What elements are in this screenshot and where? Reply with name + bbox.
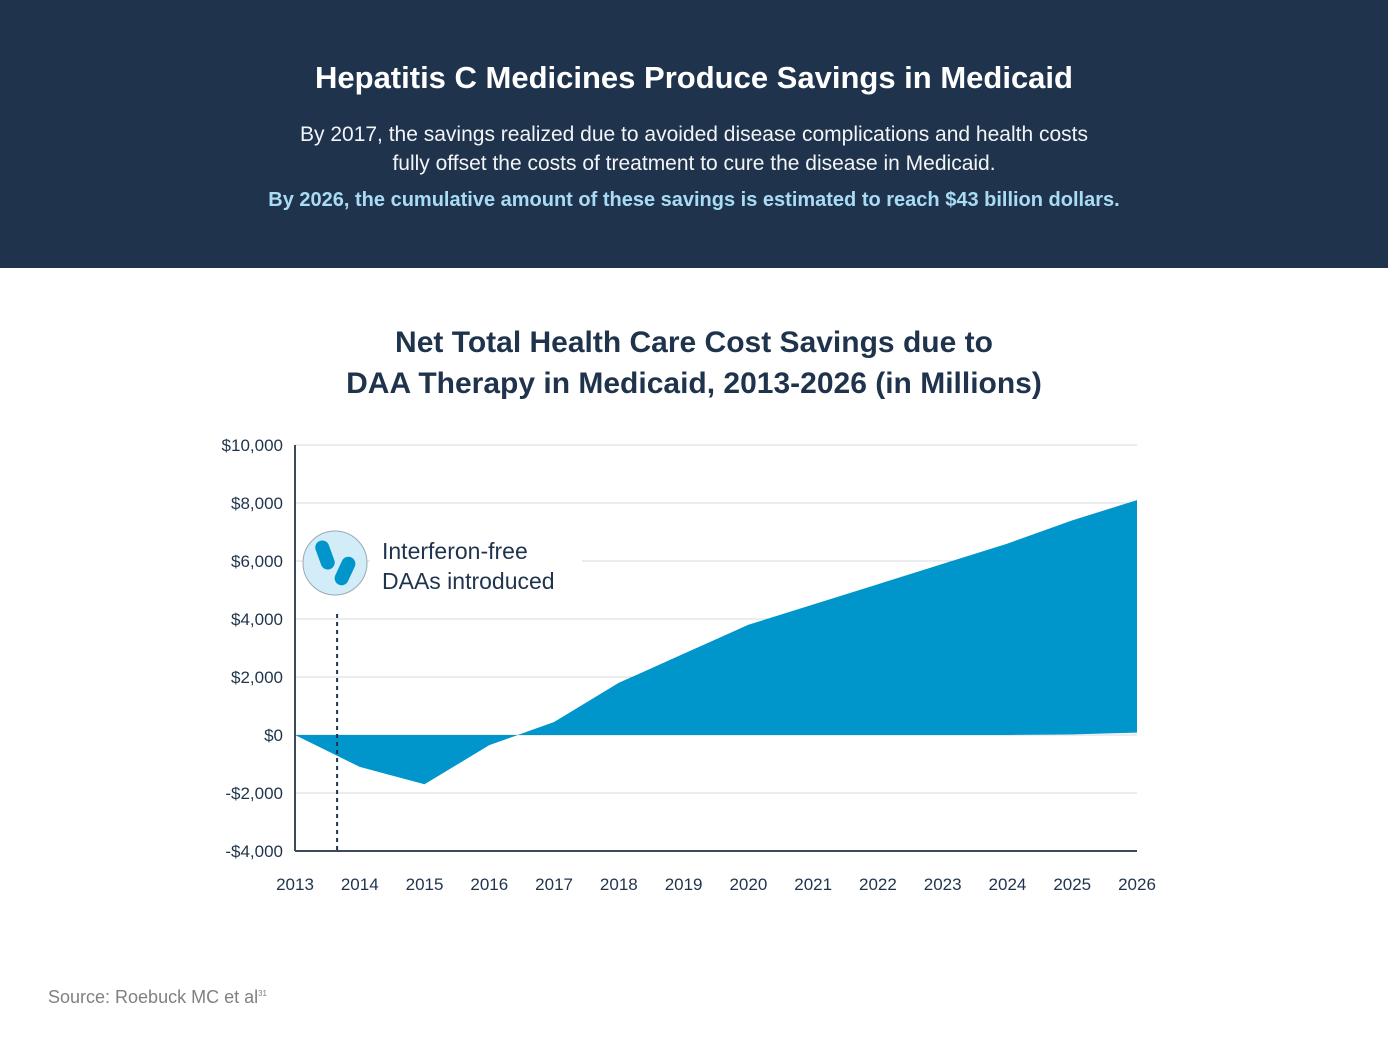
annotation-label-line2: DAAs introduced [382,568,555,594]
x-tick-label: 2023 [924,875,962,894]
x-tick-label: 2017 [535,875,573,894]
y-tick-label: $6,000 [231,552,283,571]
header-subtitle-line2: fully offset the costs of treatment to c… [392,152,996,175]
x-tick-label: 2022 [859,875,897,894]
source-superscript: 31 [258,989,267,998]
x-tick-label: 2024 [989,875,1027,894]
header-title: Hepatitis C Medicines Produce Savings in… [315,60,1073,95]
chart-title-line2: DAA Therapy in Medicaid, 2013-2026 (in M… [346,367,1042,400]
source-text: Source: Roebuck MC et al [48,987,259,1007]
chart-title: Net Total Health Care Cost Savings due t… [0,322,1388,404]
x-tick-label: 2018 [600,875,638,894]
x-tick-label: 2026 [1118,875,1156,894]
pill-shape [315,540,335,570]
x-tick-label: 2020 [729,875,767,894]
pill-shape [334,556,356,586]
y-tick-label: -$2,000 [225,784,283,803]
header-highlight: By 2026, the cumulative amount of these … [268,189,1120,211]
x-tick-label: 2025 [1053,875,1091,894]
x-tick-label: 2013 [276,875,314,894]
source-note: Source: Roebuck MC et al31 [48,987,267,1008]
y-tick-label: -$4,000 [225,842,283,861]
pills-icon [302,530,368,596]
y-tick-label: $8,000 [231,494,283,513]
header-subtitle: By 2017, the savings realized due to avo… [0,120,1388,178]
x-tick-label: 2021 [794,875,832,894]
y-tick-label: $2,000 [231,668,283,687]
x-tick-label: 2016 [470,875,508,894]
annotation-label-line1: Interferon-free [382,538,528,564]
y-tick-label: $4,000 [231,610,283,629]
x-tick-label: 2014 [341,875,379,894]
y-tick-label: $0 [264,726,283,745]
x-tick-label: 2015 [406,875,444,894]
chart-title-line1: Net Total Health Care Cost Savings due t… [395,326,993,359]
header-banner: Hepatitis C Medicines Produce Savings in… [0,0,1388,268]
x-tick-label: 2019 [665,875,703,894]
annotation-label-bg [370,530,582,600]
savings-area [295,500,1137,785]
header-subtitle-line1: By 2017, the savings realized due to avo… [300,123,1088,146]
y-tick-label: $10,000 [222,436,283,455]
